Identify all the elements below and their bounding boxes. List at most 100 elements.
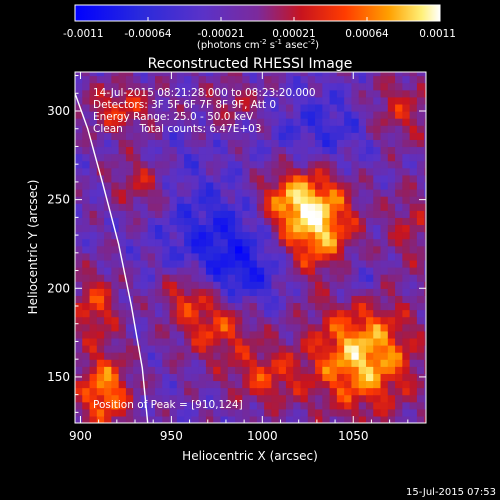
heatmap-cell <box>104 75 112 84</box>
heatmap-cell <box>387 380 396 389</box>
heatmap-cell <box>373 217 382 226</box>
heatmap-cell <box>358 174 367 183</box>
heatmap-cell <box>249 196 258 204</box>
heatmap-cell <box>380 366 389 374</box>
heatmap-cell <box>315 274 323 282</box>
heatmap-cell <box>111 302 120 311</box>
heatmap-cell <box>373 288 382 296</box>
heatmap-cell <box>322 274 331 282</box>
heatmap-cell <box>162 359 171 367</box>
heatmap-cell <box>147 238 156 247</box>
heatmap-cell <box>336 345 345 353</box>
heatmap-cell <box>307 415 316 423</box>
heatmap-cell <box>249 203 258 211</box>
heatmap-cell <box>111 323 120 332</box>
heatmap-cell <box>293 132 302 140</box>
heatmap-cell <box>336 72 345 77</box>
heatmap-cell <box>213 189 222 197</box>
heatmap-cell <box>176 316 185 325</box>
heatmap-cell <box>198 288 207 296</box>
heatmap-cell <box>176 345 185 353</box>
heatmap-cell <box>256 267 265 275</box>
heatmap-cell <box>220 203 229 211</box>
heatmap-cell <box>424 231 426 240</box>
heatmap-cell <box>351 111 360 119</box>
heatmap-cell <box>300 75 309 84</box>
heatmap-cell <box>293 394 302 403</box>
heatmap-cell <box>176 118 185 126</box>
heatmap-cell <box>155 224 163 233</box>
heatmap-cell <box>205 401 214 410</box>
heatmap-cell <box>344 111 353 119</box>
heatmap-cell <box>315 316 323 325</box>
heatmap-cell <box>249 96 258 105</box>
colorbar-frame <box>74 4 441 22</box>
heatmap-cell <box>191 139 200 148</box>
heatmap-cell <box>416 210 425 218</box>
heatmap-cell <box>75 387 83 396</box>
heatmap-cell <box>184 316 192 325</box>
heatmap-cell <box>249 82 258 91</box>
heatmap-cell <box>285 196 294 204</box>
heatmap-cell <box>271 316 280 325</box>
heatmap-cell <box>227 316 236 325</box>
heatmap-cell <box>176 302 185 311</box>
heatmap-cell <box>104 323 112 332</box>
heatmap-cell <box>344 189 353 197</box>
heatmap-cell <box>293 252 302 261</box>
heatmap-cell <box>409 380 418 389</box>
heatmap-cell <box>293 359 302 367</box>
heatmap-cell <box>416 111 425 119</box>
heatmap-cell <box>176 82 185 91</box>
heatmap-cell <box>191 245 200 254</box>
heatmap-cell <box>322 267 331 275</box>
heatmap-cell <box>96 309 105 318</box>
heatmap-cell <box>256 189 265 197</box>
heatmap-cell <box>322 330 331 339</box>
heatmap-cell <box>358 210 367 218</box>
heatmap-cell <box>249 89 258 98</box>
heatmap-cell <box>351 316 360 325</box>
heatmap-cell <box>380 139 389 148</box>
heatmap-cell <box>191 103 200 112</box>
heatmap-cell <box>264 380 273 389</box>
heatmap-cell <box>395 174 403 183</box>
heatmap-cell <box>387 167 396 176</box>
heatmap-cell <box>271 401 280 410</box>
heatmap-cell <box>416 309 425 318</box>
heatmap-cell <box>147 259 156 268</box>
heatmap-cell <box>409 302 418 311</box>
heatmap-cell <box>162 366 171 374</box>
heatmap-cell <box>307 259 316 268</box>
heatmap-cell <box>162 224 171 233</box>
heatmap-cell <box>409 252 418 261</box>
heatmap-cell <box>322 394 331 403</box>
heatmap-cell <box>322 323 331 332</box>
heatmap-cell <box>111 238 120 247</box>
heatmap-cell <box>256 82 265 91</box>
heatmap-cell <box>409 203 418 211</box>
heatmap-cell <box>213 394 222 403</box>
heatmap-cell <box>75 111 83 119</box>
heatmap-cell <box>89 302 98 311</box>
heatmap-cell <box>118 72 127 77</box>
heatmap-cell <box>344 75 353 84</box>
heatmap-cell <box>285 210 294 218</box>
heatmap-cell <box>162 387 171 396</box>
heatmap-cell <box>89 224 98 233</box>
heatmap-cell <box>118 96 127 105</box>
heatmap-cell <box>300 415 309 423</box>
heatmap-cell <box>293 125 302 133</box>
heatmap-cell <box>409 82 418 91</box>
heatmap-cell <box>111 174 120 183</box>
heatmap-cell <box>424 75 426 84</box>
heatmap-cell <box>424 103 426 112</box>
heatmap-cell <box>89 125 98 133</box>
heatmap-cell <box>380 245 389 254</box>
heatmap-cell <box>162 252 171 261</box>
heatmap-cell <box>416 167 425 176</box>
heatmap-cell <box>213 387 222 396</box>
heatmap-cell <box>278 373 287 382</box>
heatmap-cell <box>191 189 200 197</box>
